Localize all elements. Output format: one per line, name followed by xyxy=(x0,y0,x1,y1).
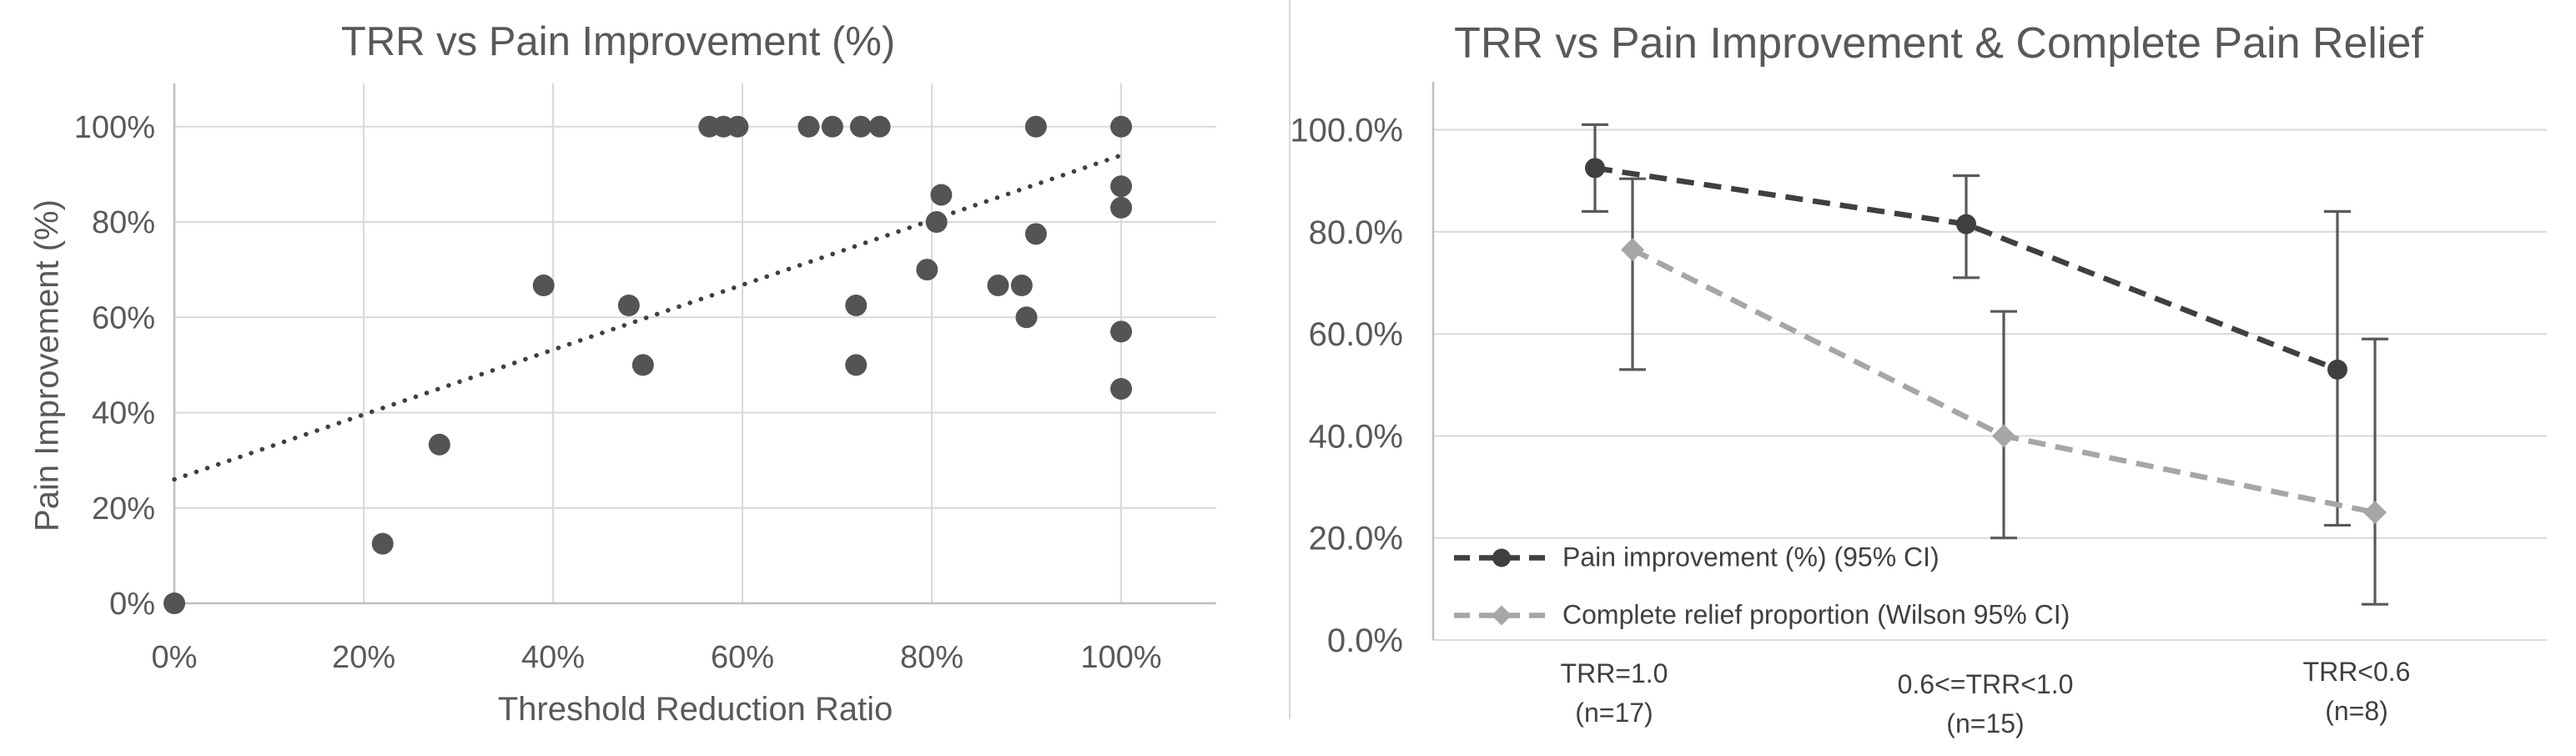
panel-divider xyxy=(1289,0,1291,719)
scatter-point xyxy=(821,115,843,138)
legend-swatch-dashed-circle-icon xyxy=(1454,546,1549,569)
y-axis-tick-label: 20% xyxy=(92,491,155,527)
scatter-point xyxy=(868,115,891,138)
scatter-point xyxy=(1110,115,1132,138)
y-axis-tick-label: 40% xyxy=(92,396,155,431)
legend-swatch-svg xyxy=(1454,605,1549,625)
series-marker-diamond xyxy=(2363,501,2387,525)
y-axis-tick-label: 80% xyxy=(92,205,155,240)
y-axis-tick-label: 100% xyxy=(74,110,155,145)
scatter-chart-title: TRR vs Pain Improvement (%) xyxy=(340,19,896,64)
x-axis-tick-label: 40% xyxy=(521,640,585,675)
scatter-point xyxy=(849,115,872,138)
scatter-point xyxy=(916,259,938,281)
scatter-point xyxy=(1024,223,1047,245)
series-marker-diamond xyxy=(1621,238,1644,262)
y-axis-tick-label: 100.0% xyxy=(1290,113,1403,149)
x-axis-tick-label: 0% xyxy=(152,640,198,675)
trendline xyxy=(172,153,1124,482)
legend-item-pain-improvement: Pain improvement (%) (95% CI) xyxy=(1454,542,1940,573)
series-marker-circle xyxy=(2327,359,2347,380)
legend-swatch-svg xyxy=(1454,548,1549,567)
scatter-point xyxy=(987,275,1009,297)
scatter-x-axis-title: Threshold Reduction Ratio xyxy=(497,691,893,728)
series-line xyxy=(1594,165,2339,372)
scatter-point xyxy=(797,115,820,138)
scatter-point xyxy=(1010,275,1033,297)
category-label-trr-06-10: 0.6<=TRR<1.0 (n=15) xyxy=(1897,669,2074,738)
scatter-y-axis-title: Pain Improvement (%) xyxy=(28,199,66,532)
y-axis-tick-label: 40.0% xyxy=(1309,418,1403,455)
scatter-point xyxy=(925,211,948,234)
y-axis-tick-label: 80.0% xyxy=(1309,214,1403,251)
scatter-point xyxy=(845,354,868,376)
y-axis-tick-label: 0% xyxy=(109,587,155,622)
scatter-point xyxy=(1110,320,1132,343)
category-label-trr-1: TRR=1.0 (n=17) xyxy=(1560,658,1668,728)
legend-marker-diamond xyxy=(1492,605,1512,625)
scatter-point xyxy=(617,295,640,316)
scatter-point xyxy=(1110,377,1132,400)
scatter-point xyxy=(532,275,555,297)
scatter-point xyxy=(371,532,394,555)
y-axis-tick-label: 20.0% xyxy=(1309,521,1403,557)
y-axis-tick-label: 0.0% xyxy=(1327,622,1403,659)
line-chart-title: TRR vs Pain Improvement & Complete Pain … xyxy=(1454,19,2423,68)
scatter-point xyxy=(1110,175,1132,198)
x-axis-tick-label: 20% xyxy=(332,640,395,675)
series-marker-circle xyxy=(1956,214,1976,234)
scatter-point xyxy=(428,433,450,456)
series-marker-diamond xyxy=(1992,424,2015,448)
y-axis-tick-label: 60.0% xyxy=(1309,316,1403,353)
y-axis-tick-label: 60% xyxy=(92,300,155,335)
legend-label: Pain improvement (%) (95% CI) xyxy=(1562,542,1940,572)
scatter-point xyxy=(845,295,868,316)
x-axis-tick-label: 60% xyxy=(711,640,774,675)
category-label-trr-lt-06: TRR<0.6 (n=8) xyxy=(2302,657,2411,726)
scatter-point xyxy=(727,115,749,138)
scatter-point xyxy=(1110,196,1132,219)
scatter-point xyxy=(1015,306,1038,329)
scatter-point xyxy=(631,354,654,376)
x-axis-tick-label: 80% xyxy=(900,640,963,675)
legend-swatch-dashed-diamond-icon xyxy=(1454,603,1549,627)
scatter-point xyxy=(930,184,953,206)
series-marker-circle xyxy=(1585,158,1605,179)
scatter-point xyxy=(164,592,185,614)
legend-label: Complete relief proportion (Wilson 95% C… xyxy=(1562,599,2070,630)
legend-marker-circle xyxy=(1492,548,1511,567)
scatter-point xyxy=(1024,115,1047,138)
legend-item-complete-relief: Complete relief proportion (Wilson 95% C… xyxy=(1454,600,2070,631)
x-axis-tick-label: 100% xyxy=(1080,640,1161,675)
